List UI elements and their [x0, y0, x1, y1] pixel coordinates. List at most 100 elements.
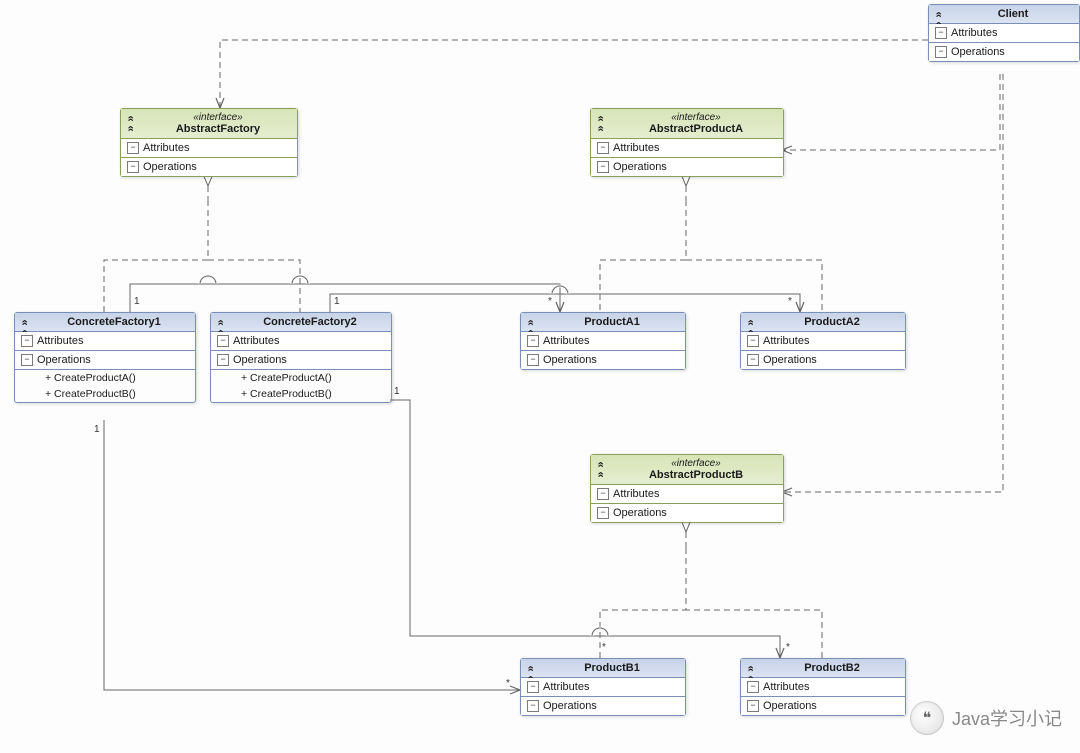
- section-label: Operations: [143, 161, 197, 173]
- stereotype: «interface»: [145, 112, 291, 123]
- mult-label: *: [548, 296, 552, 307]
- collapse-icon[interactable]: −: [597, 161, 609, 173]
- node-section: −Operations: [211, 351, 391, 370]
- node-section: −Attributes: [121, 139, 297, 158]
- node-name: ProductB2: [804, 662, 860, 674]
- node-section: −Attributes: [211, 332, 391, 351]
- node-section: −Operations: [121, 158, 297, 176]
- collapse-icon[interactable]: −: [597, 142, 609, 154]
- node-title: ««ProductA1: [521, 313, 685, 332]
- node-name: ProductA2: [804, 316, 860, 328]
- node-section: −Operations: [591, 158, 783, 176]
- watermark-text: Java学习小记: [952, 705, 1062, 731]
- chevron-up-icon: «: [125, 115, 136, 121]
- section-label: Operations: [613, 507, 667, 519]
- collapse-icon[interactable]: −: [747, 335, 759, 347]
- node-name: AbstractProductA: [649, 123, 743, 135]
- node-section: −Operations: [521, 697, 685, 715]
- mult-label: *: [602, 642, 606, 653]
- operation: + CreateProductA(): [15, 370, 195, 386]
- node-name: ConcreteFactory2: [263, 316, 357, 328]
- node-name: ProductA1: [584, 316, 640, 328]
- collapse-icon[interactable]: −: [217, 354, 229, 366]
- mult-label: 1: [94, 424, 100, 435]
- node-name: AbstractProductB: [649, 469, 743, 481]
- collapse-icon[interactable]: −: [527, 335, 539, 347]
- mult-label: *: [786, 642, 790, 653]
- collapse-icon[interactable]: −: [747, 700, 759, 712]
- node-title: ««Client: [929, 5, 1079, 24]
- node-title: «««interface»AbstractProductB: [591, 455, 783, 485]
- mult-label: 1: [334, 296, 340, 307]
- section-label: Attributes: [37, 335, 83, 347]
- chevron-up-icon: «: [525, 319, 536, 325]
- node-title: «««interface»AbstractFactory: [121, 109, 297, 139]
- chevron-up-icon: «: [595, 461, 606, 467]
- uml-absfac: «««interface»AbstractFactory−Attributes−…: [120, 108, 298, 177]
- section-label: Attributes: [143, 142, 189, 154]
- stereotype: «interface»: [615, 112, 777, 123]
- operation: + CreateProductB(): [211, 386, 391, 402]
- node-title: ««ProductB1: [521, 659, 685, 678]
- node-section: −Attributes: [591, 139, 783, 158]
- node-section: −Attributes: [591, 485, 783, 504]
- section-label: Operations: [763, 700, 817, 712]
- collapse-icon[interactable]: −: [21, 335, 33, 347]
- section-label: Operations: [763, 354, 817, 366]
- collapse-icon[interactable]: −: [21, 354, 33, 366]
- collapse-icon[interactable]: −: [527, 700, 539, 712]
- stereotype: «interface»: [615, 458, 777, 469]
- operation: + CreateProductA(): [211, 370, 391, 386]
- collapse-icon[interactable]: −: [935, 27, 947, 39]
- uml-client: ««Client−Attributes−Operations: [928, 4, 1080, 62]
- chevron-up-icon: «: [745, 319, 756, 325]
- node-section: −Operations: [521, 351, 685, 369]
- chevron-up-icon: «: [125, 125, 136, 131]
- collapse-icon[interactable]: −: [527, 681, 539, 693]
- collapse-icon[interactable]: −: [127, 142, 139, 154]
- section-label: Operations: [951, 46, 1005, 58]
- collapse-icon[interactable]: −: [747, 354, 759, 366]
- uml-absB: «««interface»AbstractProductB−Attributes…: [590, 454, 784, 523]
- wechat-icon: ❝: [910, 701, 944, 735]
- node-name: ConcreteFactory1: [67, 316, 161, 328]
- mult-label: 1: [394, 386, 400, 397]
- uml-cf2: ««ConcreteFactory2−Attributes−Operations…: [210, 312, 392, 403]
- node-title: ««ProductB2: [741, 659, 905, 678]
- section-label: Attributes: [763, 335, 809, 347]
- uml-pa2: ««ProductA2−Attributes−Operations: [740, 312, 906, 370]
- node-title: ««ConcreteFactory1: [15, 313, 195, 332]
- collapse-icon[interactable]: −: [747, 681, 759, 693]
- node-title: « « «interface»AbstractProductA: [591, 109, 783, 139]
- collapse-icon[interactable]: −: [527, 354, 539, 366]
- section-label: Operations: [543, 700, 597, 712]
- mult-label: *: [506, 678, 510, 689]
- node-title: ««ProductA2: [741, 313, 905, 332]
- chevron-up-icon: «: [745, 665, 756, 671]
- node-section: −Operations: [741, 351, 905, 369]
- chevron-up-icon: «: [595, 125, 606, 131]
- collapse-icon[interactable]: −: [597, 488, 609, 500]
- uml-pb1: ««ProductB1−Attributes−Operations: [520, 658, 686, 716]
- uml-pb2: ««ProductB2−Attributes−Operations: [740, 658, 906, 716]
- section-label: Attributes: [763, 681, 809, 693]
- mult-label: 1: [134, 296, 140, 307]
- section-label: Operations: [543, 354, 597, 366]
- collapse-icon[interactable]: −: [127, 161, 139, 173]
- node-section: −Operations: [741, 697, 905, 715]
- collapse-icon[interactable]: −: [597, 507, 609, 519]
- section-label: Attributes: [233, 335, 279, 347]
- section-label: Operations: [613, 161, 667, 173]
- chevron-up-icon: «: [215, 319, 226, 325]
- node-section: −Attributes: [15, 332, 195, 351]
- collapse-icon[interactable]: −: [217, 335, 229, 347]
- node-name: ProductB1: [584, 662, 640, 674]
- section-label: Attributes: [951, 27, 997, 39]
- node-section: −Attributes: [741, 678, 905, 697]
- chevron-up-icon: «: [595, 115, 606, 121]
- node-section: −Operations: [591, 504, 783, 522]
- mult-label: *: [788, 296, 792, 307]
- node-section: −Attributes: [929, 24, 1079, 43]
- collapse-icon[interactable]: −: [935, 46, 947, 58]
- section-label: Operations: [37, 354, 91, 366]
